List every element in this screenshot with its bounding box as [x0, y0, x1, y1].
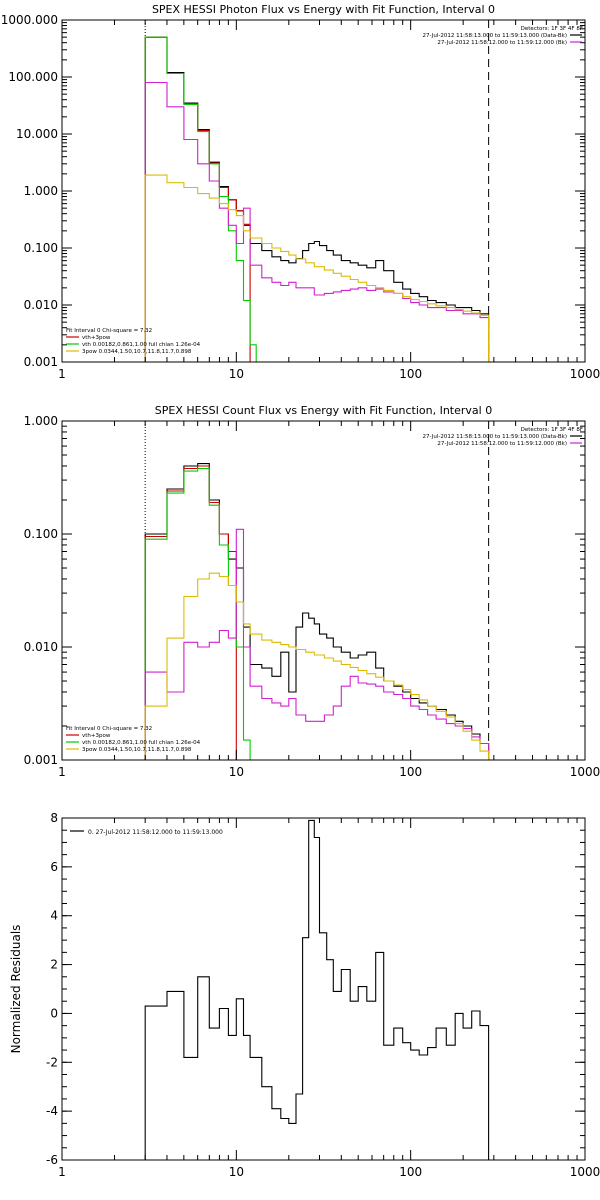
- x-tick-label: 1000: [570, 367, 600, 381]
- x-tick-label: 10: [229, 765, 244, 779]
- legend-entry: 27-Jul-2012 11:58:13.000 to 11:59:13.000…: [423, 33, 568, 39]
- y-tick-label: 0.001: [24, 355, 58, 369]
- plot-area: [144, 421, 490, 760]
- series-line-1: [144, 36, 251, 362]
- legend-entry: Detectors: 1F 3F 4F 8F: [521, 427, 583, 433]
- x-tick-label: 1: [58, 765, 66, 779]
- fit-legend-entry: vth 0.00182,0.861,1.00 full chian 1.26e-…: [82, 342, 201, 348]
- chart-title: SPEX HESSI Count Flux vs Energy with Fit…: [155, 404, 492, 417]
- y-tick-label: 10.000: [16, 127, 58, 141]
- plot-frame: [61, 817, 586, 1161]
- fit-legend-entry: vth 0.00182,0.861,1.00 full chian 1.26e-…: [82, 740, 201, 746]
- y-axis-label: Normalized Residuals: [9, 925, 23, 1054]
- x-tick-label: 10: [229, 367, 244, 381]
- y-tick-label: 0.010: [24, 640, 58, 654]
- y-tick-label: 2: [50, 958, 58, 972]
- plot-area: [144, 20, 490, 362]
- x-tick-label: 1: [58, 1165, 66, 1179]
- series-line-0: [144, 36, 490, 362]
- legend-entry: 27-Jul-2012 11:58:12.000 to 11:59:12.000…: [437, 441, 567, 447]
- fit-legend-entry: 3pow 0.0344,1.50,10.7,11.8,11.7,0.898: [82, 349, 192, 355]
- y-tick-label: 100.000: [8, 70, 58, 84]
- y-tick-label: -4: [46, 1104, 58, 1118]
- y-tick-label: 1.000: [24, 414, 58, 428]
- y-tick-label: 4: [50, 909, 58, 923]
- legend-entry: Detectors: 1F 3F 4F 8F: [521, 26, 583, 32]
- fit-legend-entry: 3pow 0.0344,1.50,10.7,11.8,11.7,0.898: [82, 747, 192, 753]
- fit-legend-entry: vth+3pow: [82, 733, 111, 739]
- y-tick-label: 8: [50, 811, 58, 825]
- series-line-4: [144, 174, 490, 362]
- y-tick-label: 0.100: [24, 241, 58, 255]
- y-tick-label: 6: [50, 860, 58, 874]
- y-tick-label: 0.100: [24, 527, 58, 541]
- plot-frame: [61, 420, 586, 761]
- x-tick-label: 1000: [570, 1165, 600, 1179]
- y-tick-label: 0.001: [24, 753, 58, 767]
- x-tick-label: 1000: [570, 765, 600, 779]
- x-tick-label: 1: [58, 367, 66, 381]
- fit-legend-entry: Fit Interval 0 Chi-square = 7.32: [66, 726, 152, 732]
- plot-frame: [61, 19, 586, 363]
- legend-entry: 27-Jul-2012 11:58:12.000 to 11:59:12.000…: [437, 40, 567, 46]
- x-tick-label: 100: [399, 1165, 422, 1179]
- y-tick-label: -2: [46, 1055, 58, 1069]
- plot-area: [144, 819, 490, 1160]
- y-tick-label: 0.010: [24, 298, 58, 312]
- chart-title: SPEX HESSI Photon Flux vs Energy with Fi…: [152, 3, 495, 16]
- fit-legend-entry: Fit Interval 0 Chi-square = 7.32: [66, 328, 152, 334]
- count-flux-panel: SPEX HESSI Count Flux vs Energy with Fit…: [24, 404, 600, 779]
- series-line-3: [144, 81, 490, 362]
- x-tick-label: 10: [229, 1165, 244, 1179]
- fit-legend-entry: vth+3pow: [82, 335, 111, 341]
- photon-flux-panel: SPEX HESSI Photon Flux vs Energy with Fi…: [1, 3, 600, 381]
- y-tick-label: 0: [50, 1006, 58, 1020]
- y-tick-label: -6: [46, 1153, 58, 1167]
- series-line-2: [144, 36, 257, 362]
- series-line-4: [144, 572, 490, 760]
- residuals-panel: 1 10 100 1000 -6 -4 -2 0 2 4 6 8 Normalized Residual…: [9, 811, 600, 1179]
- x-tick-label: 100: [399, 765, 422, 779]
- series-line-0: [144, 463, 490, 760]
- legend-entry: 27-Jul-2012 11:58:13.000 to 11:59:13.000…: [423, 434, 568, 440]
- legend-entry: 0. 27-Jul-2012 11:58:12.000 to 11:59:13.…: [88, 829, 223, 836]
- series-line-1: [144, 465, 237, 760]
- series-line-2: [144, 467, 251, 760]
- series-line-0: [144, 819, 490, 1160]
- series-line-3: [144, 528, 490, 760]
- y-tick-label: 1.000: [24, 184, 58, 198]
- x-tick-label: 100: [399, 367, 422, 381]
- y-tick-label: 1000.000: [1, 13, 58, 27]
